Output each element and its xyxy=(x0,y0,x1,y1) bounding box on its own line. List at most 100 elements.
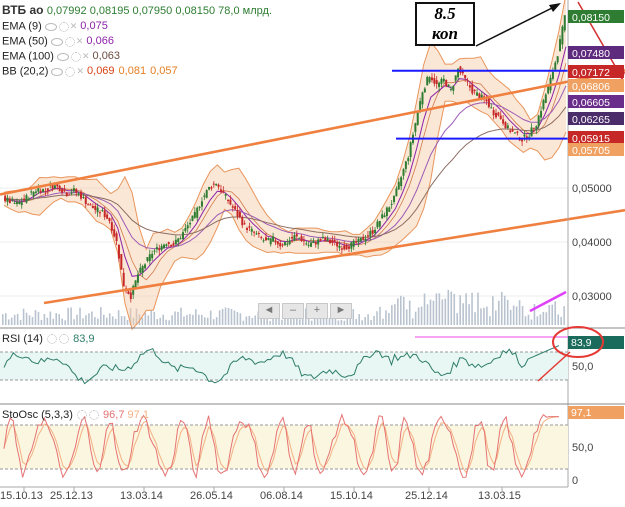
volume-bar xyxy=(394,304,396,325)
volume-bar xyxy=(370,320,372,325)
volume-bar xyxy=(518,300,521,325)
volume-bar xyxy=(230,308,233,325)
volume-bar xyxy=(385,310,387,325)
rsi-title: RSI (14) xyxy=(2,333,43,345)
volume-bar xyxy=(299,319,301,325)
candle-body xyxy=(42,189,45,193)
candle-body xyxy=(44,191,47,193)
gear-icon[interactable] xyxy=(58,21,69,32)
volume-bar xyxy=(367,314,369,325)
volume-bar xyxy=(203,317,206,325)
candle-body xyxy=(58,185,61,192)
volume-bar xyxy=(444,298,447,325)
candle-body xyxy=(476,92,479,96)
eye-icon[interactable] xyxy=(44,22,57,31)
candle-body xyxy=(445,79,448,87)
candle-body xyxy=(243,223,246,225)
chart-navigator: ◄ – + ► xyxy=(258,303,352,319)
candle-body xyxy=(331,239,334,244)
candle-body xyxy=(186,225,189,229)
candle-body xyxy=(231,206,234,208)
close-icon[interactable]: ✕ xyxy=(75,36,84,46)
stoch-current-tag xyxy=(568,406,624,419)
candle-body xyxy=(513,132,516,134)
volume-bar xyxy=(102,314,105,325)
gear-icon[interactable] xyxy=(64,36,75,47)
zoom-out-button[interactable]: – xyxy=(282,303,304,319)
candles xyxy=(4,15,566,303)
x-tick-label: 25.12.14 xyxy=(405,490,448,502)
close-icon[interactable]: ✕ xyxy=(69,21,78,31)
volume-bar xyxy=(97,318,99,325)
candle-body xyxy=(27,198,30,200)
ema-100 xyxy=(3,106,567,238)
volume-bar xyxy=(533,303,536,325)
price-tag xyxy=(568,112,624,125)
price-tag-label: 0,06806 xyxy=(572,81,610,93)
candle-body xyxy=(528,136,531,138)
volume-bar xyxy=(180,307,182,325)
candle-body xyxy=(494,112,497,118)
zoom-in-button[interactable]: + xyxy=(306,303,328,319)
scroll-right-button[interactable]: ► xyxy=(330,303,352,319)
close-icon[interactable]: ✕ xyxy=(76,66,85,76)
volume-bar xyxy=(432,300,435,325)
candle-body xyxy=(219,189,222,192)
eye-icon[interactable] xyxy=(56,52,69,61)
candle-body xyxy=(423,88,426,93)
volume-bar xyxy=(34,310,37,325)
volume-bar xyxy=(364,317,366,325)
candle-body xyxy=(117,244,120,259)
indicator-legend-row: BB (20,2) ✕ 0,069 0,081 0,057 xyxy=(2,65,182,78)
candle-body xyxy=(110,222,113,231)
annotation-arrow xyxy=(475,5,557,47)
candle-body xyxy=(158,248,161,251)
volume-bar xyxy=(397,298,399,325)
eye-icon[interactable] xyxy=(50,37,63,46)
volume-bar xyxy=(224,307,227,325)
rsi-tick-label: 50,0 xyxy=(572,361,593,373)
candle-body xyxy=(490,107,493,109)
volume-bar xyxy=(278,314,280,325)
gear-icon[interactable] xyxy=(70,51,81,62)
volume-bar xyxy=(105,317,108,325)
volume-bar xyxy=(2,314,4,325)
candle-body xyxy=(276,241,279,245)
volume-bar xyxy=(530,319,533,325)
gear-icon[interactable] xyxy=(88,410,99,421)
gear-icon[interactable] xyxy=(47,334,58,345)
candle-body xyxy=(227,199,230,202)
candle-body xyxy=(72,188,75,192)
close-icon[interactable]: ✕ xyxy=(81,51,90,61)
volume-bar xyxy=(46,317,49,325)
gear-icon[interactable] xyxy=(76,410,87,421)
rsi-line xyxy=(3,345,560,385)
volume-bar xyxy=(254,315,257,325)
volume-bar xyxy=(111,316,114,325)
candle-body xyxy=(269,238,272,245)
scroll-left-button[interactable]: ◄ xyxy=(258,303,280,319)
candle-body xyxy=(454,75,457,81)
volume-bar xyxy=(141,317,144,325)
volume-bar xyxy=(269,320,271,325)
volume-bar xyxy=(221,308,224,325)
price-tag-label: 0,06265 xyxy=(572,114,610,126)
gear-icon[interactable] xyxy=(65,66,76,77)
candle-body xyxy=(70,192,73,194)
volume-bar xyxy=(296,314,298,325)
volume-bar xyxy=(263,317,265,325)
volume-bar xyxy=(174,311,176,325)
candle-body xyxy=(172,243,175,246)
candle-body xyxy=(438,82,441,88)
candle-body xyxy=(200,201,203,207)
volume-bar xyxy=(435,293,438,325)
price-tag xyxy=(568,79,624,92)
eye-icon[interactable] xyxy=(51,67,64,76)
stoch-tick-label: 50,0 xyxy=(572,442,593,454)
gear-icon[interactable] xyxy=(59,334,70,345)
candle-body xyxy=(127,291,130,294)
volume-bar xyxy=(477,292,479,325)
candle-body xyxy=(466,80,469,82)
candle-body xyxy=(84,197,87,205)
candle-body xyxy=(404,161,407,169)
